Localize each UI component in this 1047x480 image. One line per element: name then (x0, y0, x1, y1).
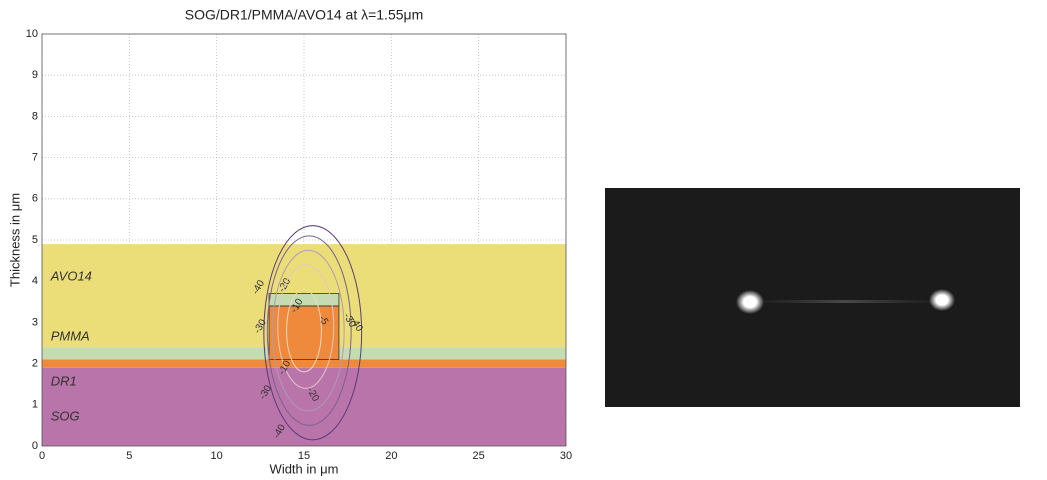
x-tick-label: 0 (39, 450, 45, 462)
layer-label: PMMA (51, 328, 90, 343)
layer-label: SOG (51, 409, 80, 424)
figure: SOG/DR1/PMMA/AVO14 at λ=1.55μm Width in … (0, 0, 1047, 480)
x-tick-label: 25 (473, 450, 485, 462)
y-tick-label: 10 (26, 28, 38, 40)
x-tick-label: 30 (560, 450, 572, 462)
x-tick-label: 20 (385, 450, 397, 462)
y-tick-label: 0 (32, 440, 38, 452)
x-tick-label: 10 (211, 450, 223, 462)
y-tick-label: 2 (32, 358, 38, 370)
light-spot (736, 290, 764, 314)
y-tick-label: 6 (32, 193, 38, 205)
layer (42, 368, 566, 446)
y-tick-label: 9 (32, 69, 38, 81)
layer-label: AVO14 (50, 269, 92, 284)
x-tick-label: 5 (126, 450, 132, 462)
y-tick-label: 3 (32, 316, 38, 328)
y-tick-label: 4 (32, 275, 38, 287)
y-tick-label: 1 (32, 399, 38, 411)
photo (605, 188, 1020, 407)
y-tick-label: 8 (32, 110, 38, 122)
y-tick-label: 5 (32, 234, 38, 246)
layer (42, 359, 566, 367)
light-spot (929, 289, 955, 311)
y-tick-label: 7 (32, 152, 38, 164)
layer-label: DR1 (51, 374, 77, 389)
x-tick-label: 15 (298, 450, 310, 462)
chart-title: SOG/DR1/PMMA/AVO14 at λ=1.55μm (185, 7, 424, 23)
x-axis-label: Width in μm (270, 461, 339, 476)
layer (269, 306, 339, 360)
y-axis-label: Thickness in μm (7, 193, 22, 287)
light-streak (750, 300, 942, 303)
photo-background (605, 188, 1020, 407)
